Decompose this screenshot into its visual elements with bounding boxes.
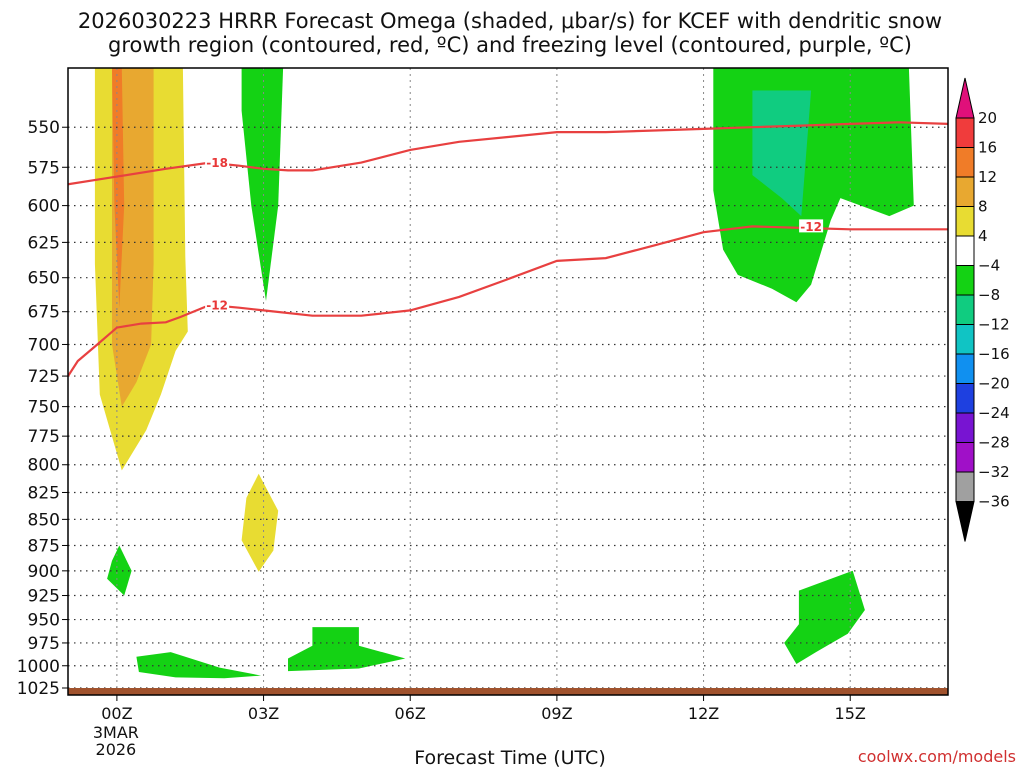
dendritic-contours: -18 -12 -12 — [68, 121, 948, 377]
y-tick-label: 900 — [28, 562, 60, 582]
y-tick-label: 700 — [28, 335, 60, 355]
y-tick-label: 925 — [28, 587, 60, 607]
colorbar-label: −12 — [978, 316, 1010, 334]
colorbar-label: −36 — [978, 493, 1010, 511]
colorbar-label: −8 — [978, 286, 1000, 304]
y-tick-label: 775 — [28, 427, 60, 447]
omega-region--8_-4 — [241, 68, 284, 301]
y-tick-label: 1000 — [17, 657, 60, 677]
y-tick-label: 575 — [28, 158, 60, 178]
contour-label: -12 — [800, 220, 822, 234]
x-tick-label: 06Z — [395, 704, 426, 723]
contour-label: -12 — [206, 299, 228, 313]
chart-title-line-1: 2026030223 HRRR Forecast Omega (shaded, … — [78, 9, 942, 33]
omega-region--8_-4 — [713, 68, 914, 303]
x-tick-label: 12Z — [688, 704, 719, 723]
y-tick-label: 850 — [28, 510, 60, 530]
colorbar-label: 12 — [978, 168, 997, 186]
colorbar-band — [955, 471, 975, 502]
credit-link[interactable]: coolwx.com/models — [858, 747, 1016, 766]
colorbar-label: −32 — [978, 463, 1010, 481]
y-tick-label: 825 — [28, 483, 60, 503]
colorbar-label: −28 — [978, 434, 1010, 452]
colorbar-label: 8 — [978, 198, 988, 216]
x-axis-label: Forecast Time (UTC) — [414, 747, 605, 768]
omega-region--8_-4 — [136, 652, 262, 679]
y-tick-label: 550 — [28, 118, 60, 138]
colorbar-label: 16 — [978, 139, 997, 157]
x-tick-label: 09Z — [541, 704, 572, 723]
x-tick-year: 2026 — [96, 740, 137, 759]
plot-area: -18 -12 -12 — [67, 67, 949, 696]
plot-frame — [67, 67, 949, 696]
y-tick-label: 675 — [28, 303, 60, 323]
y-tick-label: 750 — [28, 398, 60, 418]
colorbar-band — [955, 412, 975, 443]
colorbar-band — [955, 353, 975, 384]
contour-label-bg — [205, 155, 230, 169]
y-tick-label: 600 — [28, 197, 60, 217]
y-tick-label: 725 — [28, 367, 60, 387]
omega-region--8_-4 — [288, 627, 406, 672]
colorbar-band — [955, 117, 975, 148]
colorbar-label: −4 — [978, 257, 1000, 275]
colorbar-band — [955, 442, 975, 473]
colorbar-band — [955, 235, 975, 266]
x-tick-label: 00Z — [101, 704, 132, 723]
y-tick-label: 800 — [28, 456, 60, 476]
y-tick-label: 650 — [28, 269, 60, 289]
colorbar-band — [955, 147, 975, 178]
colorbar-label: 20 — [978, 109, 997, 127]
ground-strip — [68, 688, 948, 695]
colorbar-band — [955, 265, 975, 296]
colorbar-band — [955, 324, 975, 355]
colorbar-label: −16 — [978, 345, 1010, 363]
y-tick-label: 950 — [28, 611, 60, 631]
colorbar-band — [955, 176, 975, 207]
contour-line-12 — [68, 225, 948, 377]
colorbar-band — [955, 383, 975, 414]
colorbar-bottom-arrow — [955, 501, 975, 542]
contour-label-bg — [799, 219, 824, 233]
omega-region--8_-4 — [107, 545, 132, 596]
y-tick-label: 625 — [28, 233, 60, 253]
x-tick-label: 15Z — [835, 704, 866, 723]
colorbar-top-arrow — [955, 77, 975, 119]
y-tick-label: 975 — [28, 634, 60, 654]
contour-label-bg — [205, 298, 230, 312]
colorbar: 20 16 12 8 4 −4 −8 −12 −16 −20 −24 −28 −32 −36 — [955, 77, 1010, 542]
y-tick-label: 875 — [28, 536, 60, 556]
chart-title-line-2: growth region (contoured, red, ºC) and f… — [108, 33, 912, 57]
x-tick-date: 3MAR — [93, 723, 139, 742]
omega-region-12_16 — [112, 68, 125, 308]
contour-label: -18 — [206, 156, 228, 170]
omega-region-4_8 — [241, 473, 279, 572]
x-tick-label: 03Z — [248, 704, 279, 723]
grid-lines — [68, 68, 948, 695]
omega-region--8_-4 — [784, 570, 865, 664]
colorbar-label: 4 — [978, 227, 988, 245]
y-axis: 550 575 600 625 650 675 700 725 750 775 800 825 850 8… — [17, 118, 68, 699]
colorbar-label: −20 — [978, 375, 1010, 393]
colorbar-label: −24 — [978, 404, 1010, 422]
omega-region--12_-8 — [752, 90, 812, 217]
colorbar-band — [955, 294, 975, 325]
colorbar-band — [955, 206, 975, 237]
y-tick-label: 1025 — [17, 679, 60, 699]
